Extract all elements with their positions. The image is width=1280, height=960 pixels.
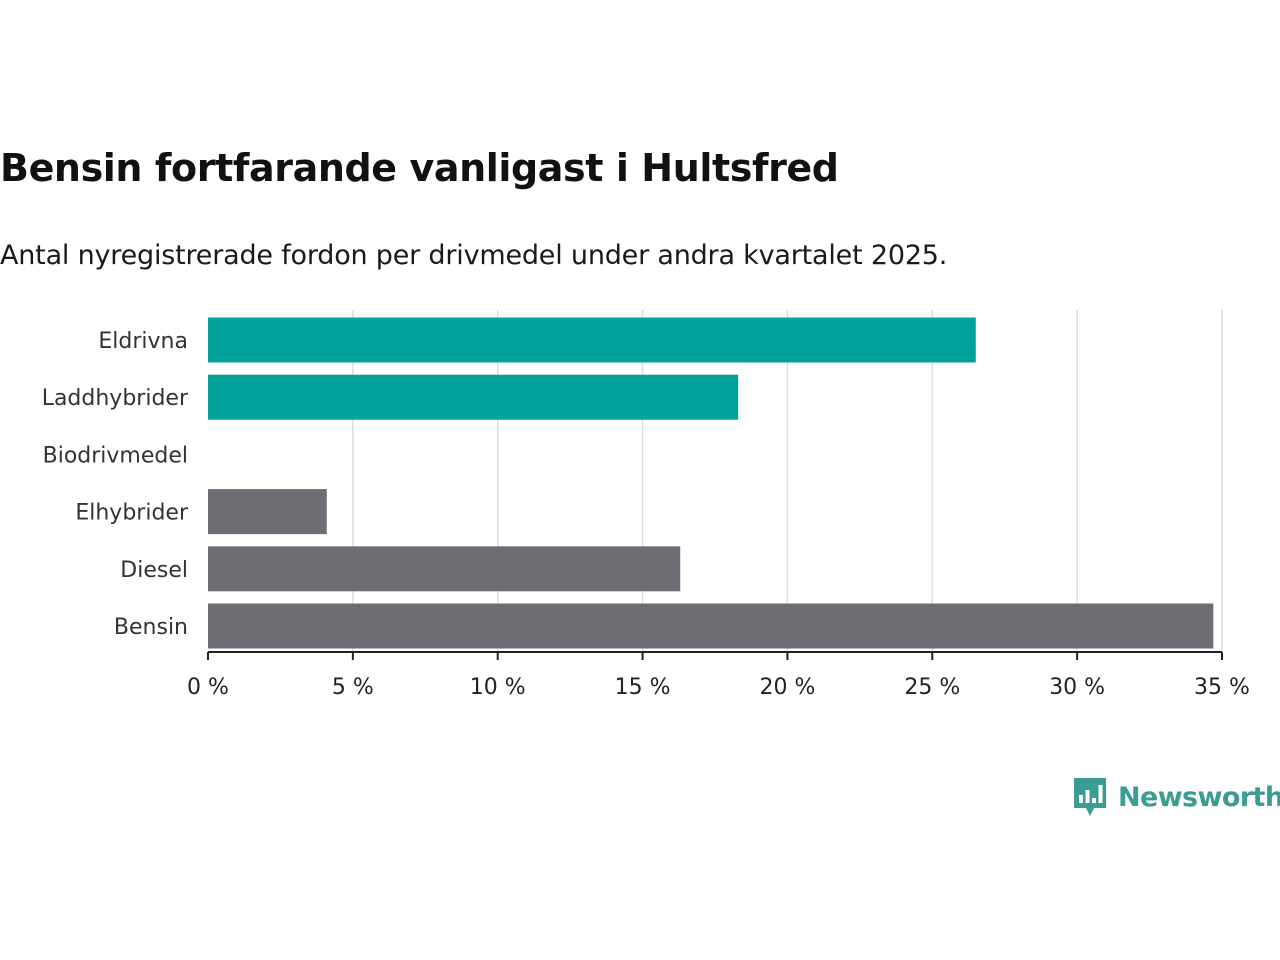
gridlines [352, 310, 1223, 652]
category-label: Eldrivna [98, 329, 188, 354]
category-label: Biodrivmedel [43, 443, 188, 468]
x-tick-label: 25 % [904, 675, 960, 700]
category-labels: Eldrivna Laddhybrider Biodrivmedel Elhybrid… [42, 329, 189, 640]
x-tick-label: 0 % [187, 675, 229, 700]
category-label: Laddhybrider [42, 386, 189, 411]
bar-eldrivna [208, 317, 976, 363]
x-tick-label: 15 % [615, 675, 671, 700]
category-label: Diesel [120, 558, 188, 583]
bar-elhybrider [208, 489, 327, 535]
newsworthy-logo: Newsworthy [1072, 776, 1280, 818]
brand-name: Newsworthy [1118, 781, 1280, 813]
bars [208, 317, 1214, 649]
category-label: Bensin [114, 615, 188, 640]
chart-subtitle: Antal nyregistrerade fordon per drivmede… [0, 240, 948, 271]
bar-chart: Eldrivna Laddhybrider Biodrivmedel Elhybrid… [42, 310, 1250, 700]
x-tick-label: 10 % [470, 675, 526, 700]
x-tick-label: 20 % [759, 675, 815, 700]
bar-diesel [208, 546, 681, 592]
bar-laddhybrider [208, 374, 739, 420]
x-tick-label: 30 % [1049, 675, 1105, 700]
x-axis: 0 % 5 % 10 % 15 % 20 % 25 % 30 % 35 % [187, 651, 1250, 700]
chart-title: Bensin fortfarande vanligast i Hultsfred [0, 146, 839, 190]
x-tick-label: 35 % [1194, 675, 1250, 700]
bar-bensin [208, 603, 1214, 649]
x-tick-label: 5 % [332, 675, 374, 700]
newsworthy-logo-icon [1074, 778, 1106, 816]
category-label: Elhybrider [75, 501, 189, 526]
